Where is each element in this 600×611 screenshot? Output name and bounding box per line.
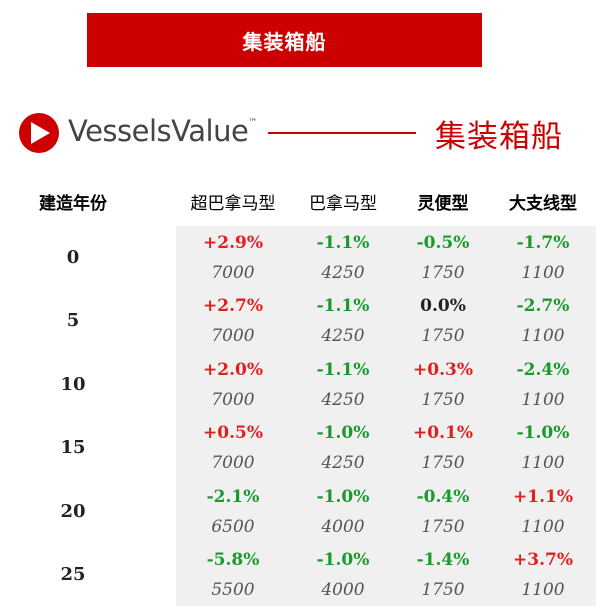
table-row: 0 +2.9% 7000 -1.1% 4250 -0.5% 1750 -1.7% 1100 (0, 226, 600, 289)
change-cell: +0.3% (413, 359, 473, 380)
base-value-cell: 1750 (421, 580, 465, 600)
change-cell: -0.5% (416, 233, 470, 253)
change-cell: -1.0% (316, 423, 370, 444)
column-header-build-year: 建造年份 (39, 194, 107, 214)
build-year-cell: 20 (60, 500, 86, 522)
column-header-post-panamax: 超巴拿马型 (190, 194, 276, 214)
base-value-cell: 4000 (321, 580, 365, 600)
vesselsvalue-logo-icon (19, 113, 59, 153)
base-value-cell: 1100 (521, 326, 565, 347)
column-header-panamax: 巴拿马型 (309, 194, 377, 214)
change-cell: +2.0% (203, 359, 263, 380)
change-cell: +2.7% (203, 296, 263, 317)
base-value-cell: 4250 (321, 263, 365, 283)
table-row: 10 +2.0% 7000 -1.1% 4250 +0.3% 1750 -2.4% 1100 (0, 353, 600, 416)
change-cell: +0.5% (203, 423, 263, 444)
base-value-cell: 7000 (211, 263, 255, 283)
brand-text: VesselsValue (68, 114, 249, 148)
base-value-cell: 1750 (421, 516, 465, 537)
banner-title: 集装箱船 (242, 29, 327, 54)
build-year-cell: 25 (60, 564, 86, 585)
title-banner: 集装箱船 (87, 13, 482, 67)
change-cell: +3.7% (513, 550, 573, 570)
column-header-feeder-max: 大支线型 (509, 194, 577, 214)
build-year-cell: 0 (66, 247, 80, 268)
change-cell: -2.4% (516, 359, 570, 380)
base-value-cell: 7000 (211, 326, 255, 347)
base-value-cell: 1100 (521, 516, 565, 537)
build-year-cell: 5 (66, 310, 80, 332)
base-value-cell: 4250 (321, 389, 365, 410)
table-row: 25 -5.8% 5500 -1.0% 4000 -1.4% 1750 +3.7% 1100 (0, 543, 600, 606)
change-cell: +1.1% (513, 486, 573, 507)
base-value-cell: 1100 (521, 389, 565, 410)
change-cell: 0.0% (420, 296, 466, 317)
change-cell: -1.1% (316, 359, 370, 380)
base-value-cell: 4250 (321, 453, 365, 474)
change-cell: +2.9% (203, 233, 263, 253)
column-header-handy: 灵便型 (417, 194, 469, 214)
base-value-cell: 1750 (421, 389, 465, 410)
base-value-cell: 4000 (321, 516, 365, 537)
base-value-cell: 7000 (211, 389, 255, 410)
logo-divider-line (268, 132, 416, 134)
table-row: 5 +2.7% 7000 -1.1% 4250 0.0% 1750 -2.7% 1100 (0, 289, 600, 352)
change-cell: +0.1% (413, 423, 473, 444)
table-background (176, 226, 596, 606)
base-value-cell: 1100 (521, 263, 565, 283)
change-cell: -1.7% (516, 233, 570, 253)
change-cell: -1.0% (316, 486, 370, 507)
build-year-cell: 15 (60, 437, 86, 459)
table-row: 20 -2.1% 6500 -1.0% 4000 -0.4% 1750 +1.1% 1100 (0, 480, 600, 543)
brand-name: VesselsValue™ (68, 114, 257, 148)
base-value-cell: 4250 (321, 326, 365, 347)
change-cell: -2.1% (206, 486, 260, 507)
base-value-cell: 5500 (211, 580, 255, 600)
base-value-cell: 1750 (421, 263, 465, 283)
base-value-cell: 1750 (421, 326, 465, 347)
change-cell: -1.0% (516, 423, 570, 444)
change-cell: -1.0% (316, 550, 370, 570)
table-row: 15 +0.5% 7000 -1.0% 4250 +0.1% 1750 -1.0% 1100 (0, 416, 600, 479)
base-value-cell: 1750 (421, 453, 465, 474)
base-value-cell: 1100 (521, 453, 565, 474)
logo-row: VesselsValue™ 集装箱船 (18, 104, 588, 160)
change-cell: -1.1% (316, 233, 370, 253)
logo-subtitle: 集装箱船 (435, 119, 563, 155)
base-value-cell: 1100 (521, 580, 565, 600)
change-cell: -2.7% (516, 296, 570, 317)
change-cell: -0.4% (416, 486, 470, 507)
change-cell: -1.1% (316, 296, 370, 317)
trademark-mark: ™ (248, 118, 257, 128)
change-cell: -1.4% (416, 550, 470, 570)
base-value-cell: 6500 (211, 516, 255, 537)
base-value-cell: 7000 (211, 453, 255, 474)
change-cell: -5.8% (206, 550, 260, 570)
build-year-cell: 10 (60, 373, 86, 395)
